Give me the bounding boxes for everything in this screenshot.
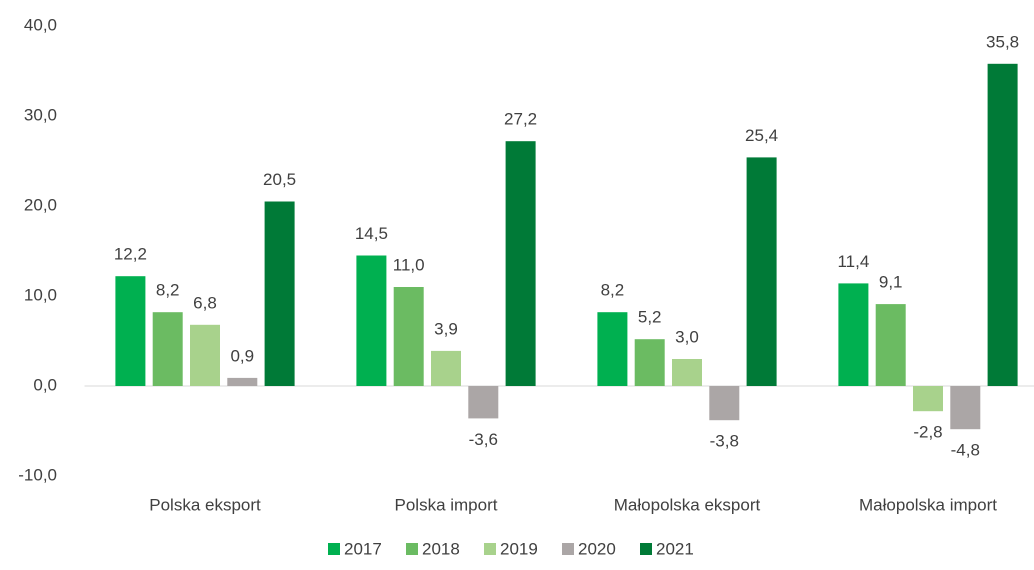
x-tick-label: Małopolska eksport bbox=[614, 495, 761, 514]
bar bbox=[264, 201, 295, 386]
data-label: 0,9 bbox=[230, 346, 254, 365]
legend-label: 2017 bbox=[344, 539, 382, 558]
data-label: 20,5 bbox=[263, 170, 296, 189]
data-label: 11,0 bbox=[393, 255, 425, 274]
legend-swatch bbox=[484, 543, 496, 555]
data-label: 12,2 bbox=[114, 245, 147, 264]
y-tick-label: 10,0 bbox=[24, 285, 57, 304]
bar bbox=[505, 141, 536, 386]
data-label: 14,5 bbox=[355, 224, 388, 243]
bar bbox=[672, 359, 702, 386]
bar bbox=[709, 386, 740, 421]
data-label: 11,4 bbox=[837, 252, 869, 271]
bar bbox=[746, 157, 777, 386]
bar bbox=[913, 386, 943, 412]
legend-label: 2018 bbox=[422, 539, 460, 558]
bar bbox=[987, 63, 1018, 387]
legend-label: 2019 bbox=[500, 539, 538, 558]
bar bbox=[393, 287, 424, 386]
data-label: 9,1 bbox=[879, 273, 903, 292]
data-label: 3,9 bbox=[434, 319, 458, 338]
legend-swatch bbox=[640, 543, 652, 555]
data-label: -4,8 bbox=[951, 441, 980, 460]
data-label: 3,0 bbox=[675, 327, 699, 346]
bar bbox=[115, 276, 146, 386]
bar bbox=[190, 324, 220, 386]
legend-label: 2020 bbox=[578, 539, 616, 558]
x-tick-label: Małopolska import bbox=[859, 495, 997, 514]
legend-label: 2021 bbox=[656, 539, 694, 558]
bar bbox=[356, 255, 387, 386]
y-tick-label: 30,0 bbox=[24, 105, 57, 124]
legend-swatch bbox=[328, 543, 340, 555]
data-label: 5,2 bbox=[638, 308, 662, 327]
bar bbox=[468, 386, 499, 419]
bar bbox=[875, 304, 906, 386]
data-label: -3,8 bbox=[710, 432, 739, 451]
bar bbox=[431, 350, 461, 386]
y-tick-label: 0,0 bbox=[33, 375, 57, 394]
bar bbox=[227, 377, 258, 386]
bar bbox=[634, 339, 665, 386]
x-tick-label: Polska eksport bbox=[149, 495, 261, 514]
bar bbox=[597, 312, 628, 386]
legend-swatch bbox=[406, 543, 418, 555]
y-tick-label: 40,0 bbox=[24, 15, 57, 34]
data-label: 8,2 bbox=[601, 281, 625, 300]
x-tick-label: Polska import bbox=[395, 495, 498, 514]
bar bbox=[838, 283, 869, 386]
data-label: 8,2 bbox=[156, 281, 180, 300]
data-label: -3,6 bbox=[469, 430, 498, 449]
data-label: 35,8 bbox=[986, 32, 1019, 51]
data-label: 25,4 bbox=[745, 126, 778, 145]
bar bbox=[950, 386, 981, 430]
bar bbox=[152, 312, 183, 386]
data-label: -2,8 bbox=[913, 423, 942, 442]
y-tick-label: -10,0 bbox=[18, 465, 57, 484]
legend-swatch bbox=[562, 543, 574, 555]
data-label: 27,2 bbox=[504, 110, 537, 129]
y-tick-label: 20,0 bbox=[24, 195, 57, 214]
data-label: 6,8 bbox=[193, 293, 217, 312]
